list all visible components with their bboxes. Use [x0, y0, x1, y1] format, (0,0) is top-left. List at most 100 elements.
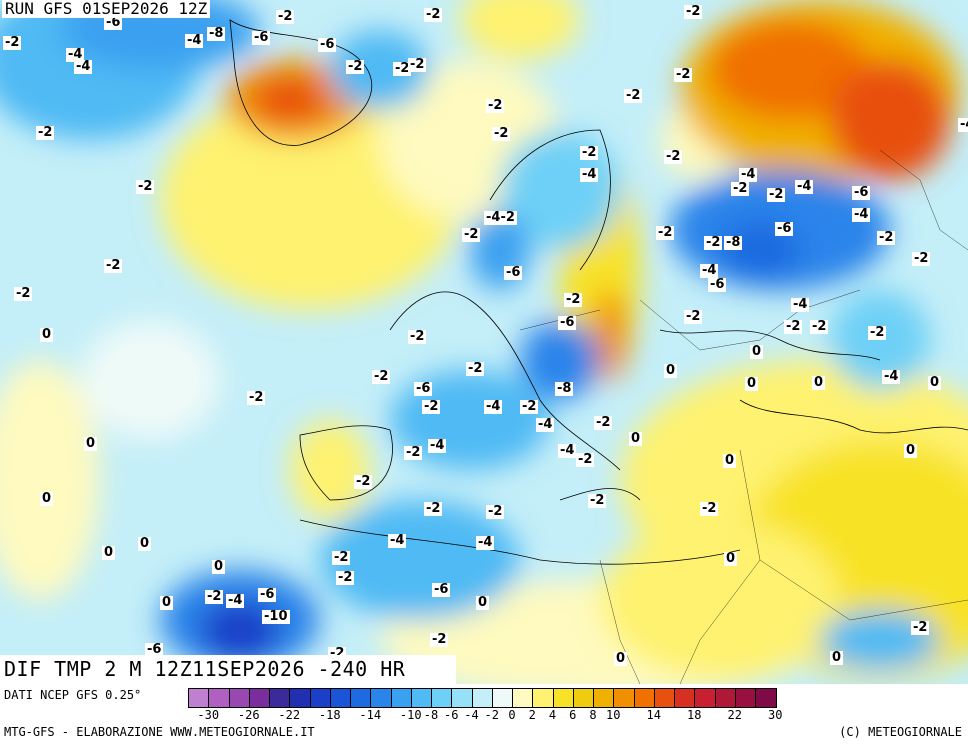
isotherm-value-label: -2 [684, 4, 703, 19]
legend-tick-label: -6 [444, 708, 459, 722]
legend-swatch [695, 689, 716, 707]
isotherm-value-label: -2 [784, 319, 803, 334]
isotherm-value-label: -2 [656, 225, 675, 240]
isotherm-value-label: -2 [911, 620, 930, 635]
isotherm-value-label: -10 [262, 609, 290, 624]
isotherm-value-label: -4 [958, 118, 968, 132]
legend-swatch [715, 689, 736, 707]
isotherm-value-label: 0 [212, 559, 226, 574]
isotherm-value-label: -2 [422, 399, 441, 414]
isotherm-value-label: -2 [868, 325, 887, 340]
isotherm-value-label: 0 [664, 363, 678, 378]
isotherm-value-label: -2 [247, 390, 266, 405]
isotherm-value-label: -4 [484, 399, 503, 414]
isotherm-value-label: -6 [852, 185, 871, 200]
legend-swatch [310, 689, 331, 707]
isotherm-value-label: 0 [928, 375, 942, 390]
legend-swatch [634, 689, 655, 707]
isotherm-value-label: -2 [580, 145, 599, 160]
isotherm-value-label: 0 [629, 431, 643, 446]
isotherm-value-label: -2 [404, 445, 423, 460]
isotherm-value-label: -2 [430, 632, 449, 647]
isotherm-value-label: -2 [877, 230, 896, 245]
isotherm-value-label: -8 [724, 235, 743, 250]
isotherm-value-label: -2 [136, 179, 155, 194]
isotherm-value-label: 0 [830, 650, 844, 665]
legend-swatch [675, 689, 696, 707]
legend-swatch [533, 689, 554, 707]
isotherm-value-label: -6 [558, 315, 577, 330]
legend-tick-label: -26 [237, 708, 260, 722]
legend-swatch [270, 689, 291, 707]
isotherm-value-label: -4-2 [484, 210, 517, 225]
legend-swatch [371, 689, 392, 707]
isotherm-value-label: -4 [852, 207, 871, 222]
copyright-text: (C) METEOGIORNALE [839, 725, 962, 739]
isotherm-value-label: -6 [708, 277, 727, 292]
legend-tick-label: 30 [768, 708, 783, 722]
isotherm-value-label: 0 [40, 491, 54, 506]
isotherm-value-label: 0 [614, 651, 628, 666]
legend-swatch [290, 689, 311, 707]
isotherm-value-label: -4 [74, 59, 93, 74]
isotherm-value-label: -2 [3, 35, 22, 50]
isotherm-value-label: -2 [354, 474, 373, 489]
legend-swatch [391, 689, 412, 707]
legend-swatch [351, 689, 372, 707]
legend-swatch [189, 689, 210, 707]
isotherm-value-label: -2 [704, 235, 723, 250]
isotherm-value-label: -6 [252, 30, 271, 45]
legend-tick-label: -30 [197, 708, 220, 722]
isotherm-value-label: -2 [276, 9, 295, 24]
legend-swatch [432, 689, 453, 707]
isotherm-value-label: -2 [731, 181, 750, 196]
isotherm-value-label: -4 [66, 47, 85, 62]
isotherm-value-label: -2 [684, 309, 703, 324]
isotherm-value-label: -2 [486, 504, 505, 519]
isotherm-value-label: -2 [332, 550, 351, 565]
color-legend [188, 688, 778, 708]
isotherm-value-label: -2 [424, 7, 443, 22]
isotherm-value-label: -2 [624, 88, 643, 103]
isotherm-value-label: 0 [160, 595, 174, 610]
legend-swatch [249, 689, 270, 707]
legend-swatch [209, 689, 230, 707]
isotherm-value-label: 0 [102, 545, 116, 560]
legend-swatch [756, 689, 777, 707]
isotherm-value-label: -2 [564, 292, 583, 307]
isotherm-value-label: -6 [104, 15, 123, 30]
isotherm-value-label: -2 [576, 452, 595, 467]
isotherm-value-label: -2 [767, 187, 786, 202]
isotherm-value-label: -4 [739, 167, 758, 182]
legend-swatch [594, 689, 615, 707]
legend-tick-label: -10 [399, 708, 422, 722]
isotherm-value-label: -2 [664, 149, 683, 164]
isotherm-value-label: -4 [226, 593, 245, 608]
isotherm-value-label: -4 [388, 533, 407, 548]
legend-tick-label: -18 [318, 708, 341, 722]
legend-swatch [654, 689, 675, 707]
isotherm-value-label: -6 [504, 265, 523, 280]
isotherm-value-label: -2 [912, 251, 931, 266]
data-source: DATI NCEP GFS 0.25° [4, 688, 142, 702]
isotherm-value-label: -6 [414, 381, 433, 396]
isotherm-value-label: -4 [185, 33, 204, 48]
isotherm-value-label: -4 [791, 297, 810, 312]
isotherm-value-label: 0 [750, 344, 764, 359]
credit-text: MTG-GFS - ELABORAZIONE WWW.METEOGIORNALE… [4, 725, 315, 739]
isotherm-value-label: -4 [795, 179, 814, 194]
legend-swatch [735, 689, 756, 707]
borders [519, 149, 968, 684]
legend-tick-label: -22 [278, 708, 301, 722]
isotherm-value-label: 0 [723, 453, 737, 468]
map-title: DIF TMP 2 M 12Z11SEP2026 -240 HR [0, 655, 456, 684]
isotherm-value-label: 0 [904, 443, 918, 458]
coastlines [229, 19, 968, 565]
isotherm-value-label: 0 [812, 375, 826, 390]
isotherm-value-label: -2 [205, 589, 224, 604]
footer-bar: DATI NCEP GFS 0.25° -30 -26 -22 -18 -14 -10 -8… [0, 684, 968, 745]
isotherm-value-label: -6 [258, 587, 277, 602]
isotherm-value-label: -4 [580, 167, 599, 182]
legend-tick-label: 0 [508, 708, 516, 722]
legend-tick-label: 8 [589, 708, 597, 722]
